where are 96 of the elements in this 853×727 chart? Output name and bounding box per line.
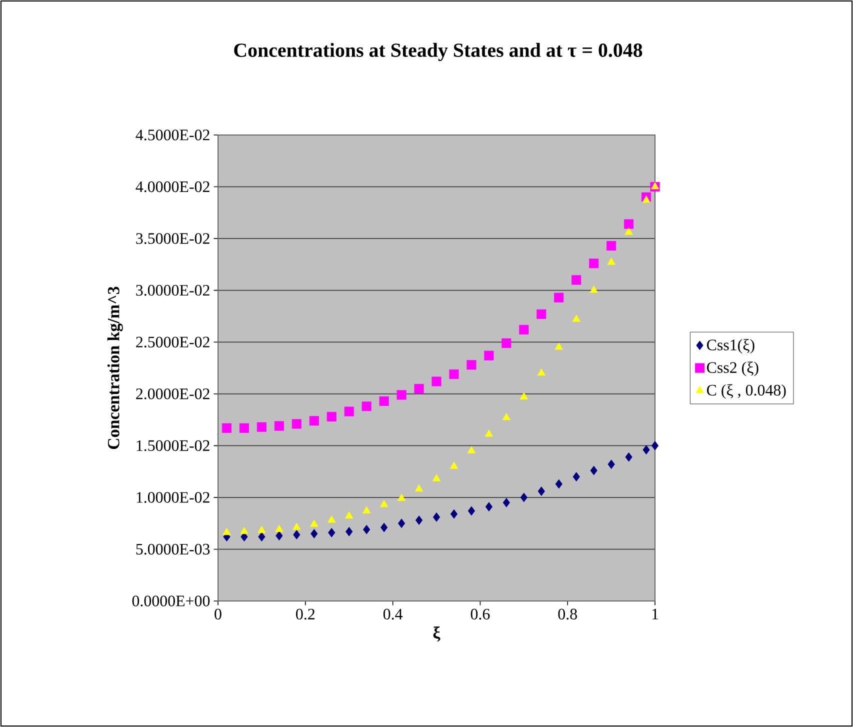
point [222,528,231,536]
point [484,430,494,437]
point [468,506,476,516]
point [642,196,650,203]
point [606,241,616,251]
point [485,502,493,512]
point [310,520,318,527]
point [624,219,634,229]
point [502,338,512,348]
point [345,511,354,519]
point [292,419,302,429]
point [572,275,582,285]
point [396,390,406,400]
point [467,446,476,454]
legend-label: Css2 (ξ) [706,362,758,376]
point [607,258,616,265]
point [398,518,406,528]
point [258,526,266,534]
legend-label: C (ξ , 0.048) [706,384,786,399]
point [414,384,424,394]
point [397,494,406,501]
point [275,524,284,532]
point [625,452,632,462]
point [554,342,563,350]
point [362,506,371,514]
point [449,369,459,379]
point [380,500,388,508]
point [519,324,529,334]
point [346,526,353,536]
point [520,492,528,502]
point [256,422,266,432]
y-axis-title: Concentration kg/m^3 [107,286,123,450]
point [608,460,615,469]
point [292,522,301,530]
point [520,392,528,400]
point [536,309,546,319]
legend-label: Css1(ξ) [706,339,754,354]
point [239,423,250,433]
point [432,512,440,522]
point [276,531,283,540]
point [502,413,511,420]
point [328,516,336,523]
y-tick-label: 2.0000E-02 [136,388,210,400]
point [590,286,598,293]
point [555,479,562,489]
point [642,445,650,454]
point [572,472,580,482]
point [274,421,284,431]
y-tick-label: 0.0000E+00 [132,596,210,606]
chart-title: Concentrations at Steady States and at τ = 0.048 [234,42,642,62]
point [590,466,598,476]
point [362,402,372,412]
point [293,530,300,540]
point [240,526,248,534]
point [624,228,633,235]
y-tick-label: 1.0000E-02 [136,492,210,503]
point [432,474,441,482]
point [328,528,336,538]
point [344,406,354,416]
point [589,258,599,268]
point [538,486,545,496]
point [450,509,458,519]
x-tick-label: 1 [652,608,658,620]
y-tick-label: 1.5000E-02 [136,440,210,452]
point [650,182,660,190]
point [537,368,546,376]
point [379,396,389,406]
y-tick-label: 4.5000E-02 [136,130,210,140]
point [380,522,388,532]
point [432,376,442,386]
point [502,498,510,508]
point [466,360,476,370]
point [415,516,423,525]
x-axis-title: ξ [433,626,440,642]
point [651,440,659,450]
x-tick-label: 0 [214,608,222,620]
point [363,524,370,534]
x-tick-label: 0.4 [383,608,403,620]
x-tick-label: 0.8 [558,608,577,620]
point [309,416,319,426]
point [414,484,424,492]
x-tick-label: 0.6 [470,608,490,620]
point [572,314,580,322]
point [484,350,494,360]
point [258,532,266,542]
y-tick-label: 2.5000E-02 [136,336,210,348]
x-tick-label: 0.2 [296,608,314,620]
y-tick-label: 5.0000E-03 [136,544,210,555]
point [310,529,318,538]
point [450,462,458,469]
y-tick-label: 4.0000E-02 [136,181,210,192]
point [554,292,564,302]
point [326,412,336,422]
y-tick-label: 3.5000E-02 [136,233,210,244]
point [222,423,232,433]
y-tick-label: 3.0000E-02 [136,284,210,296]
